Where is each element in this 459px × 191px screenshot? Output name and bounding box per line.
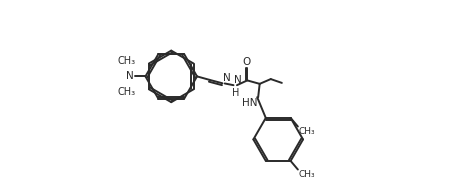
Text: CH₃: CH₃ <box>118 56 136 66</box>
Text: N: N <box>223 73 231 83</box>
Text: HN: HN <box>242 98 257 108</box>
Text: CH₃: CH₃ <box>298 171 315 180</box>
Text: N: N <box>126 71 134 81</box>
Text: O: O <box>243 57 251 67</box>
Text: CH₃: CH₃ <box>118 87 136 96</box>
Text: H: H <box>232 88 240 98</box>
Text: CH₃: CH₃ <box>298 127 315 137</box>
Text: N: N <box>234 75 241 85</box>
